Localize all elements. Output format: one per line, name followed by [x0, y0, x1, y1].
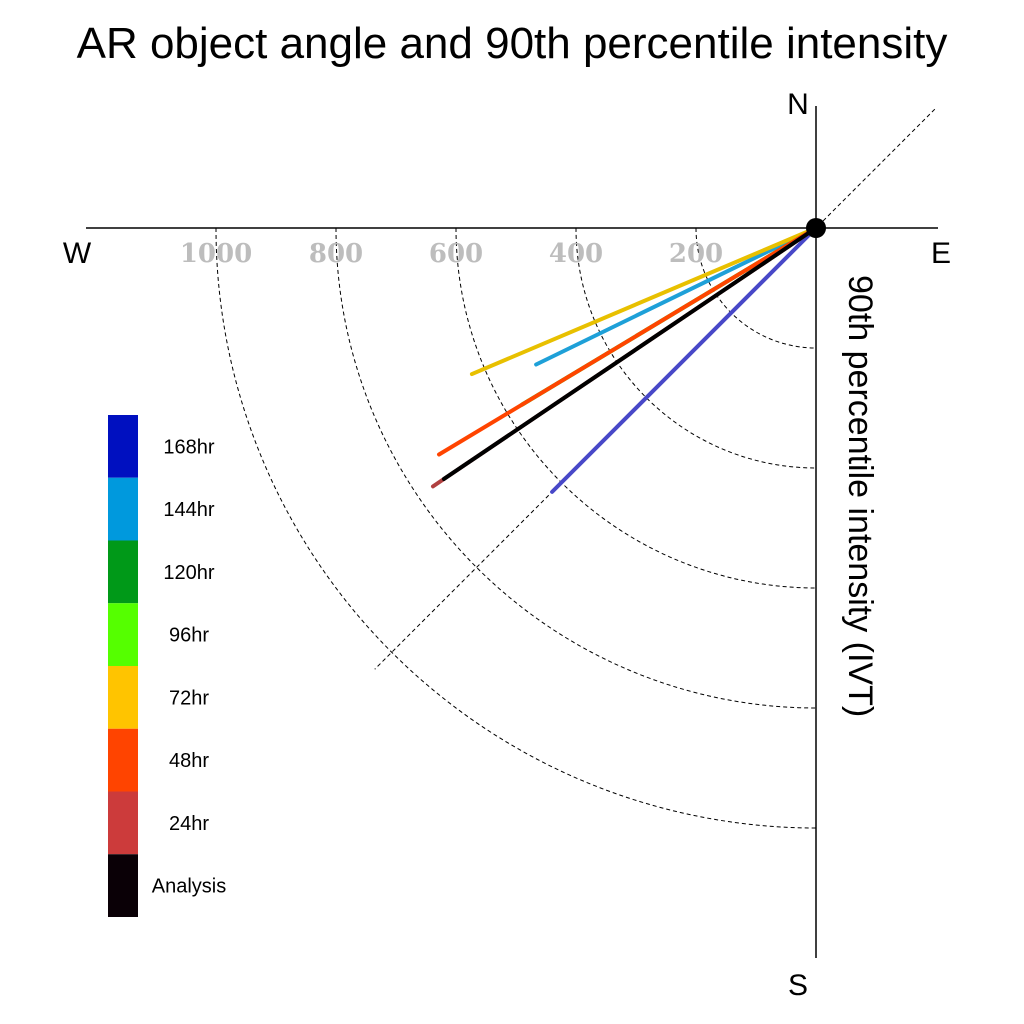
legend-label: 96hr	[169, 625, 209, 647]
radial-tick-label: 1000	[180, 239, 252, 269]
series-line	[550, 226, 818, 494]
series-line	[441, 226, 818, 481]
radial-axis-label: 90th percentile intensity (IVT)	[841, 275, 879, 717]
legend-swatch	[108, 540, 138, 604]
origin-marker	[806, 218, 826, 238]
legend-label: 48hr	[169, 750, 209, 772]
legend-label: 144hr	[163, 499, 214, 521]
legend-swatch	[108, 477, 138, 541]
legend-label: 72hr	[169, 687, 209, 709]
west-label: W	[63, 237, 92, 270]
series-line	[469, 226, 818, 377]
grid-arc	[575, 227, 817, 469]
radial-tick-labels: 200 400 600 800 1000	[180, 239, 723, 269]
radial-tick-label: 400	[549, 239, 603, 269]
legend-label: 24hr	[169, 813, 209, 835]
radial-tick-label: 200	[669, 239, 723, 269]
legend-swatch	[108, 603, 138, 666]
legend-label: 120hr	[163, 562, 214, 584]
grid-arc	[215, 227, 817, 829]
legend-swatch	[108, 415, 138, 478]
series-line	[437, 226, 818, 457]
legend-label: Analysis	[152, 876, 226, 898]
legend-swatch	[108, 791, 138, 855]
series-lines	[430, 226, 818, 494]
compass-axes: N S W E	[63, 88, 951, 1002]
legend-swatch	[108, 728, 138, 792]
series-line	[534, 226, 818, 367]
chart-title: AR object angle and 90th percentile inte…	[77, 19, 948, 68]
radial-tick-label: 600	[429, 239, 483, 269]
south-label: S	[788, 969, 808, 1002]
legend-label: 168hr	[163, 436, 214, 458]
grid-arc	[335, 227, 817, 709]
legend-swatch	[108, 666, 138, 729]
legend: 168hr 144hr 120hr 96hr 72hr 48hr 24hr Analysis	[108, 415, 226, 917]
east-label: E	[931, 237, 951, 270]
north-label: N	[787, 88, 809, 121]
legend-swatch	[108, 854, 138, 917]
radial-tick-label: 800	[309, 239, 363, 269]
